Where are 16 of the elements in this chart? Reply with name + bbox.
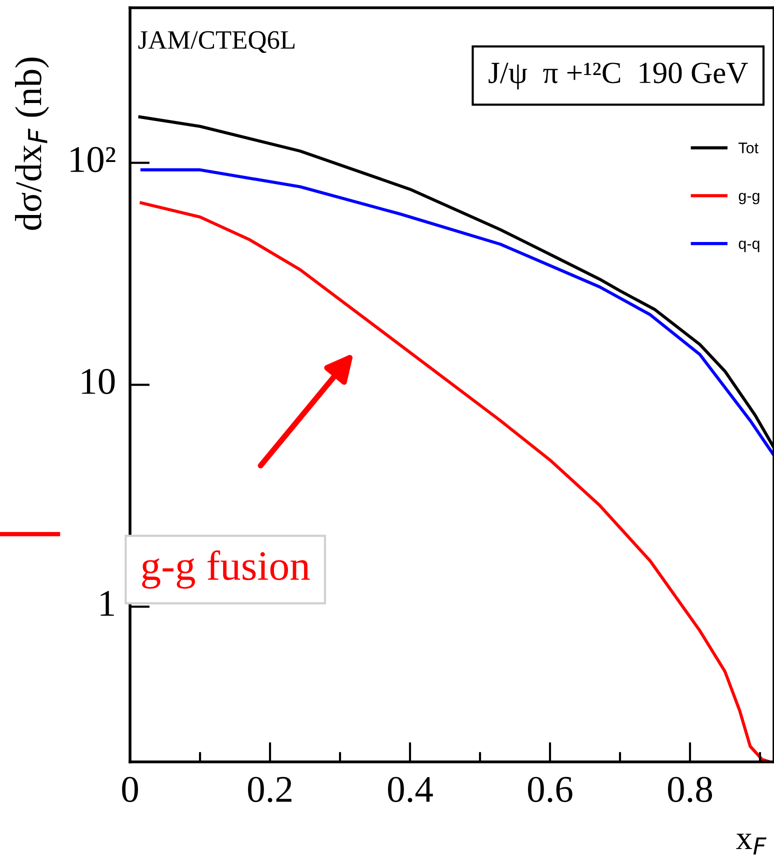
annotation: J/ψ π +¹²C 190 GeV — [488, 62, 748, 90]
legend-label: Tot — [738, 142, 758, 154]
x-tick-label: 0.2 — [248, 776, 292, 802]
x-tick-label: 0 — [122, 776, 138, 802]
y-axis-title: dσ/dx$_{F}$ (nb) — [15, 58, 50, 230]
x-tick-label: 0.4 — [388, 776, 433, 802]
legend-label: q-q — [738, 240, 760, 252]
legend-label: g-g — [738, 192, 760, 204]
annotation: JAM/CTEQ6L — [138, 31, 295, 53]
x-tick-label: 0.8 — [668, 776, 712, 802]
x-tick-label: 0.6 — [528, 776, 572, 802]
x-axis-title: x$_{F}$ — [736, 834, 766, 855]
annotation: g-g fusion — [142, 550, 310, 589]
y-tick-label: 1 — [100, 590, 114, 616]
y-tick-label: 10² — [70, 146, 116, 172]
y-tick-label: 10 — [82, 368, 115, 394]
